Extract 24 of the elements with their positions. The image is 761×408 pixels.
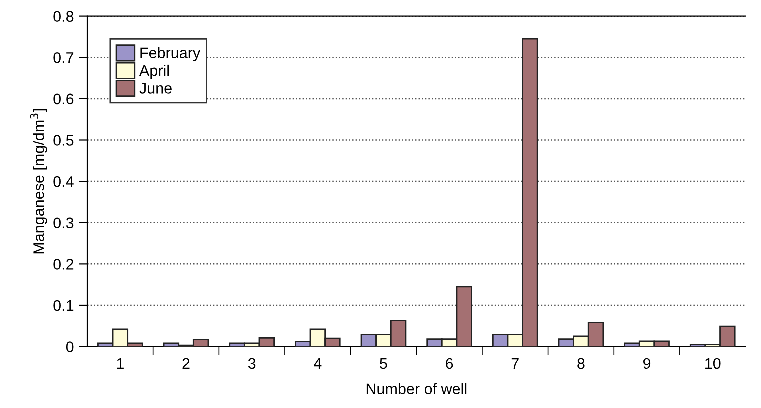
x-tick-label: 3 <box>248 358 256 370</box>
y-tick-label: 0.3 <box>54 218 74 229</box>
x-tick-label: 9 <box>644 358 651 370</box>
y-tick-label: 0.2 <box>54 259 74 270</box>
legend-label: April <box>139 64 169 80</box>
y-tick-label: 0.1 <box>54 300 74 312</box>
x-tick-label: 4 <box>314 358 322 369</box>
y-tick-label: 0.8 <box>54 11 74 22</box>
x-tick-label: 8 <box>578 358 585 370</box>
y-tick-label: 0.4 <box>54 176 74 188</box>
legend-label: February <box>140 47 201 62</box>
x-tick-label: 10 <box>706 358 721 370</box>
x-axis-title: Number of well <box>366 383 467 394</box>
y-tick-label: 0.5 <box>54 135 74 146</box>
x-tick-label: 6 <box>446 358 454 370</box>
x-tick-label: 2 <box>182 358 190 369</box>
legend-label: June <box>140 83 172 94</box>
y-tick-label: 0 <box>66 342 74 352</box>
y-axis-title: Manganese [mg/dm$^{3}$] <box>30 109 48 254</box>
y-tick-label: 0.7 <box>54 52 74 64</box>
x-tick-label: 1 <box>117 358 124 369</box>
x-tick-label: 5 <box>380 358 388 370</box>
x-tick-label: 7 <box>512 358 519 369</box>
y-tick-label: 0.6 <box>54 94 74 105</box>
